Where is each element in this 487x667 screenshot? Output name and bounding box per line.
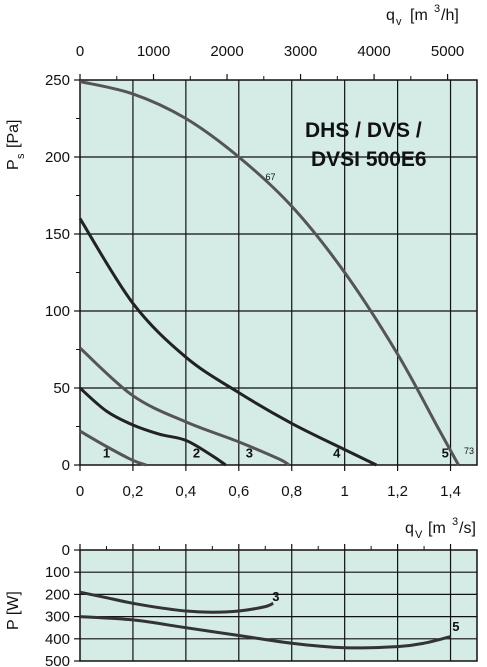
top-tick-label: 2000 [210, 43, 243, 60]
x-tick-label: 0,4 [175, 483, 196, 500]
chart-title-line-2: DVSI 500E6 [311, 148, 427, 171]
power-curve-label: 5 [452, 619, 459, 634]
power-curve-3 [79, 590, 274, 614]
top-axis-label: q v [m 3 /h] [386, 3, 459, 28]
y-tick-label: 0 [62, 457, 70, 474]
power-grid [80, 550, 477, 661]
top-tick-label: 0 [76, 43, 84, 60]
pressure-grid [80, 80, 477, 465]
top-tick-label: 1000 [137, 43, 170, 60]
x-tick-label: 1,4 [440, 483, 461, 500]
pressure-y-axis-label: P s [Pa] [5, 120, 27, 170]
curve-label: 4 [333, 445, 341, 460]
svg-text:s: s [15, 153, 27, 159]
svg-text:3: 3 [452, 516, 458, 528]
svg-text:q: q [405, 520, 414, 537]
pressure-x-ticks: 0 0,2 0,4 0,6 0,8 1 1,2 1,4 [76, 465, 461, 500]
curve-label: 2 [193, 445, 200, 460]
x-tick-label: 0,8 [281, 483, 302, 500]
curve-labels: 1 2 3 4 5 [103, 445, 449, 460]
y-tick-label: 200 [45, 149, 70, 166]
chart-title-line-1: DHS / DVS / [305, 119, 422, 142]
x-tick-label: 1,2 [387, 483, 408, 500]
x-tick-label: 0,6 [228, 483, 249, 500]
y-tick-label: 50 [53, 380, 70, 397]
y-tick-label: 150 [45, 226, 70, 243]
pressure-curves [78, 80, 460, 467]
pressure-y-ticks: 0 50 100 150 200 250 [45, 72, 80, 474]
x-tick-label: 0 [76, 483, 84, 500]
power-x-tick-marks [79, 544, 452, 550]
power-y-tick-label: 500 [45, 653, 70, 667]
power-curve-5 [79, 615, 451, 650]
svg-text:P: P [5, 159, 22, 170]
top-tick-label: 4000 [357, 43, 390, 60]
power-curve-labels: 35 [272, 589, 459, 634]
pressure-plot-area [79, 79, 478, 466]
x-tick-label: 0,2 [123, 483, 144, 500]
svg-text:3: 3 [434, 3, 440, 15]
flow-m3h-ticks: 0 1000 2000 3000 4000 5000 [76, 43, 464, 80]
curve-2 [79, 386, 227, 467]
power-y-tick-label: 100 [45, 564, 70, 581]
power-y-tick-label: 400 [45, 631, 70, 648]
curve-label: 3 [246, 445, 253, 460]
svg-text:V: V [415, 529, 423, 541]
power-curve-label: 3 [272, 589, 279, 604]
svg-text:v: v [396, 16, 402, 28]
svg-text:/h]: /h] [441, 7, 459, 24]
svg-text:/s]: /s] [459, 520, 476, 537]
bottom-axis-label: q V [m 3 /s] [405, 516, 476, 541]
small-labels: 67 73 [266, 172, 475, 456]
curve-label: 1 [103, 445, 110, 460]
curve-1 [79, 429, 147, 467]
curve-label: 5 [442, 445, 449, 460]
power-y-tick-label: 200 [45, 586, 70, 603]
power-y-tick-label: 0 [62, 542, 70, 559]
top-tick-label: 3000 [284, 43, 317, 60]
power-y-ticks: 0 100 200 300 400 500 [45, 542, 80, 667]
power-y-axis-label: P [W] [5, 591, 22, 630]
svg-text:[m: [m [428, 520, 446, 537]
svg-text:[Pa]: [Pa] [5, 120, 22, 148]
svg-text:[m: [m [410, 7, 428, 24]
curve-4 [78, 217, 378, 467]
x-tick-label: 1 [340, 483, 348, 500]
top-tick-label: 5000 [431, 43, 464, 60]
curve-5 [79, 80, 460, 466]
efficiency-label: 73 [464, 446, 474, 456]
efficiency-label: 67 [266, 172, 276, 182]
power-curves [79, 590, 451, 650]
power-y-tick-label: 300 [45, 609, 70, 626]
curve-3 [78, 346, 290, 467]
y-tick-label: 250 [45, 72, 70, 89]
y-tick-label: 100 [45, 303, 70, 320]
svg-text:q: q [386, 7, 395, 24]
